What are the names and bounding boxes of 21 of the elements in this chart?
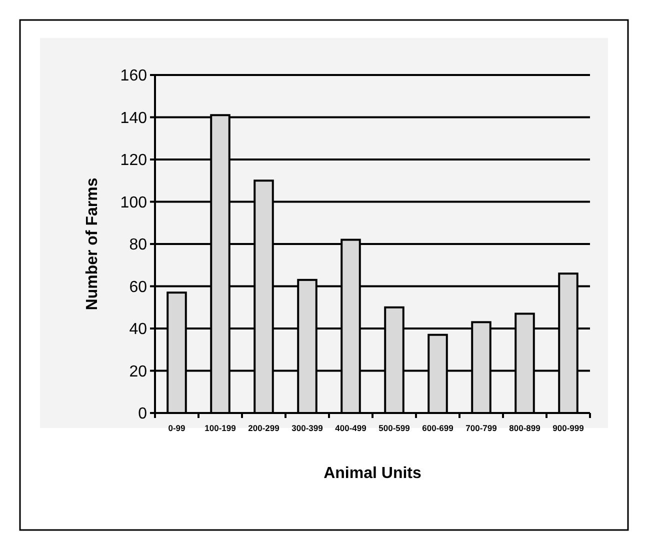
x-tick-label: 800-899	[509, 423, 541, 433]
y-tick-label: 80	[129, 236, 148, 254]
x-tick-label: 200-299	[248, 423, 280, 433]
x-tick-label: 700-799	[466, 423, 498, 433]
y-tick-label: 60	[129, 278, 148, 296]
y-tick-label: 40	[129, 321, 148, 338]
x-tick-label: 900-999	[552, 423, 584, 433]
y-axis-title: Number of Farms	[84, 178, 101, 310]
y-tick-label: 100	[120, 194, 148, 212]
y-tick-label: 120	[120, 152, 148, 170]
x-tick-label: 600-699	[422, 423, 454, 433]
y-tick-label: 0	[138, 406, 148, 423]
x-tick-label: 100-199	[204, 423, 236, 433]
y-tick-label: 20	[129, 363, 148, 380]
x-tick-label: 400-499	[335, 423, 367, 433]
x-tick-label: 500-599	[378, 423, 410, 433]
y-tick-label: 140	[120, 110, 148, 127]
x-tick-label: 300-399	[292, 423, 324, 433]
y-tick-label: 160	[120, 68, 148, 85]
x-axis-title: Animal Units	[324, 465, 422, 482]
x-tick-label: 0-99	[168, 423, 186, 433]
